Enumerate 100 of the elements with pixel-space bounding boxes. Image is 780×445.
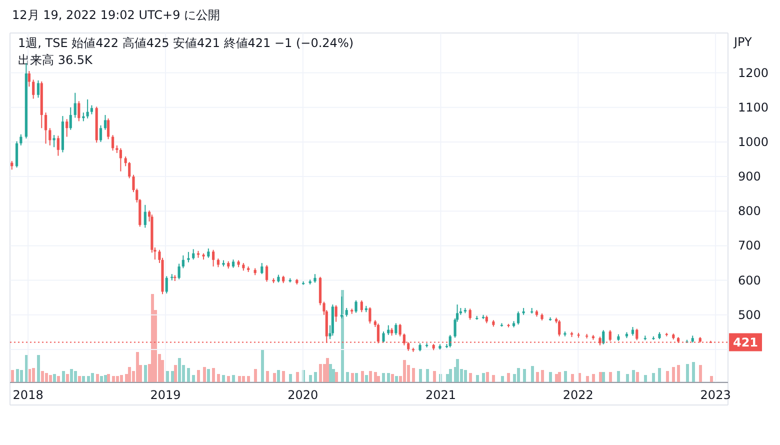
bar — [456, 359, 459, 382]
bar — [391, 374, 394, 382]
bar — [476, 375, 479, 382]
bar — [599, 372, 602, 382]
bar — [319, 364, 322, 382]
bar — [32, 368, 35, 382]
bar — [232, 375, 235, 382]
bar — [222, 375, 225, 382]
bar — [632, 370, 635, 382]
bar — [555, 374, 558, 382]
x-tick-label: 2021 — [425, 388, 456, 402]
bar — [57, 376, 60, 382]
bar — [644, 375, 647, 382]
bar — [227, 376, 230, 382]
bar — [254, 369, 257, 382]
bar — [677, 365, 680, 382]
bar — [609, 372, 612, 382]
bar — [617, 371, 620, 382]
bar — [247, 376, 250, 382]
bar — [16, 369, 19, 382]
bar — [329, 364, 332, 382]
bar — [282, 371, 285, 382]
bar — [464, 370, 467, 382]
x-tick-label: 2020 — [288, 388, 318, 402]
bar — [151, 294, 154, 382]
bar — [49, 375, 52, 382]
bar — [517, 368, 520, 382]
bar — [501, 376, 504, 382]
bar — [658, 368, 661, 382]
bar — [261, 349, 264, 382]
bar — [309, 375, 312, 382]
y-tick-label: 1000 — [738, 134, 769, 149]
bar — [78, 376, 81, 382]
chart-title: 出来高 36.5K — [18, 53, 94, 67]
bar — [166, 371, 169, 382]
bar — [45, 373, 48, 382]
ref-line-label: 421 — [732, 336, 758, 350]
bar — [70, 369, 73, 382]
bar — [626, 374, 629, 382]
y-tick-label: 500 — [738, 308, 761, 322]
bar — [672, 367, 675, 382]
y-tick-label: 900 — [738, 170, 761, 184]
bar — [66, 374, 69, 382]
bar — [82, 376, 85, 382]
y-tick-label: 600 — [738, 273, 761, 288]
y-tick-label: 800 — [738, 204, 761, 218]
bar — [53, 374, 56, 382]
bar — [187, 368, 190, 382]
bar — [492, 375, 495, 382]
bar — [387, 373, 390, 382]
bar — [692, 362, 695, 382]
bar — [11, 370, 14, 382]
bar — [128, 367, 131, 382]
bar — [37, 355, 40, 382]
bar — [486, 372, 489, 382]
text: 12月 19, 2022 19:02 UTC+9 に公開 — [12, 8, 220, 22]
bar — [326, 358, 329, 382]
bar — [266, 371, 269, 382]
bar — [120, 375, 123, 382]
bar — [174, 365, 177, 382]
x-tick-label: 2022 — [562, 388, 594, 402]
chart-title: 1週, TSE 始値422 高値425 安値421 終値421 −1 (−0.24%) — [18, 36, 354, 50]
bar — [192, 375, 195, 382]
bar — [686, 364, 689, 382]
bar — [592, 374, 595, 382]
bar — [100, 376, 103, 382]
bar — [571, 374, 574, 382]
bar — [171, 371, 174, 382]
bar — [212, 368, 215, 382]
bar — [374, 372, 377, 382]
x-tick-label: 2023 — [700, 388, 731, 402]
y-axis-title: JPY — [733, 35, 753, 49]
bar — [395, 376, 398, 382]
bar — [217, 374, 220, 382]
bar — [412, 368, 415, 382]
x-tick-label: 2018 — [12, 388, 44, 402]
bar — [482, 373, 485, 382]
bar — [523, 369, 526, 382]
bar — [541, 370, 544, 382]
bar — [469, 373, 472, 382]
bar — [433, 371, 436, 382]
bar — [536, 372, 539, 382]
bar — [277, 370, 280, 382]
y-tick-label: 1100 — [738, 100, 769, 114]
bar — [365, 375, 368, 382]
bar — [346, 372, 349, 382]
bar — [586, 376, 589, 382]
bar — [96, 374, 99, 382]
x-tick-label: 2019 — [150, 388, 181, 402]
bar — [178, 358, 181, 382]
bar — [636, 372, 639, 382]
bar — [652, 373, 655, 382]
bar — [238, 376, 241, 382]
bar — [369, 371, 372, 382]
bar — [710, 376, 713, 382]
bar — [531, 366, 534, 382]
bar — [296, 372, 299, 382]
bar — [41, 371, 44, 382]
bar — [549, 372, 552, 382]
y-tick-label: 1200 — [738, 66, 769, 80]
